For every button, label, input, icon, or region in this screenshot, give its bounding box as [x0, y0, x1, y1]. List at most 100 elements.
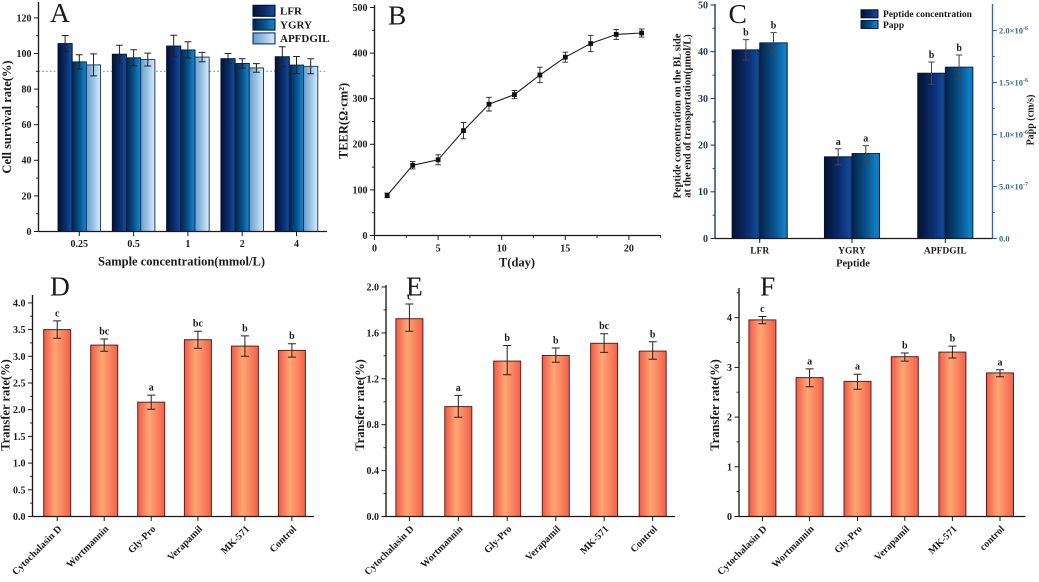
svg-text:1.5×10-6: 1.5×10-6 — [999, 78, 1028, 88]
svg-text:Peptide concentration on the B: Peptide concentration on the BL side — [672, 33, 683, 198]
svg-text:b: b — [242, 323, 248, 334]
svg-text:b: b — [950, 334, 956, 345]
svg-text:a: a — [863, 134, 868, 145]
svg-text:Peptide concentration: Peptide concentration — [883, 10, 973, 20]
svg-text:200: 200 — [353, 140, 368, 151]
svg-text:2.5: 2.5 — [13, 379, 26, 390]
svg-text:0.5: 0.5 — [13, 485, 26, 496]
svg-text:1: 1 — [185, 239, 190, 250]
svg-text:120: 120 — [17, 13, 32, 24]
svg-text:15: 15 — [560, 244, 570, 255]
svg-text:Papp (cm/s): Papp (cm/s) — [1026, 95, 1037, 146]
svg-text:T(day): T(day) — [499, 256, 535, 270]
svg-text:2.0: 2.0 — [13, 405, 26, 416]
svg-text:2: 2 — [240, 239, 245, 250]
svg-text:B: B — [388, 0, 406, 31]
svg-text:10: 10 — [698, 187, 708, 198]
svg-text:D: D — [50, 271, 70, 302]
svg-text:APFDGIL: APFDGIL — [924, 247, 967, 257]
svg-text:0: 0 — [703, 234, 708, 245]
svg-text:20: 20 — [698, 141, 708, 152]
svg-text:E: E — [406, 271, 423, 302]
svg-text:0.4: 0.4 — [367, 466, 380, 477]
svg-text:c: c — [760, 304, 765, 315]
svg-text:a: a — [807, 356, 812, 367]
svg-text:2: 2 — [727, 413, 732, 424]
svg-text:5: 5 — [436, 244, 441, 255]
svg-text:3.5: 3.5 — [13, 325, 26, 336]
svg-text:b: b — [289, 331, 295, 342]
svg-text:a: a — [998, 357, 1003, 368]
svg-text:3: 3 — [727, 363, 732, 374]
svg-text:Transfer rate(%): Transfer rate(%) — [708, 359, 722, 451]
svg-text:40: 40 — [22, 156, 32, 167]
svg-text:0.25: 0.25 — [71, 239, 89, 250]
svg-text:1.2: 1.2 — [367, 374, 380, 385]
svg-text:C: C — [729, 0, 747, 29]
svg-text:4.0: 4.0 — [13, 298, 26, 309]
svg-text:a: a — [149, 383, 154, 394]
svg-text:1.5: 1.5 — [13, 432, 26, 443]
svg-text:80: 80 — [22, 85, 32, 96]
svg-text:0: 0 — [372, 244, 377, 255]
svg-text:10: 10 — [497, 244, 507, 255]
svg-text:c: c — [407, 292, 412, 303]
svg-text:4: 4 — [294, 239, 299, 250]
svg-text:3.0: 3.0 — [13, 352, 26, 363]
svg-text:c: c — [55, 308, 60, 319]
svg-text:LFR: LFR — [750, 247, 769, 257]
svg-text:a: a — [855, 362, 860, 373]
svg-text:0.0: 0.0 — [999, 234, 1010, 244]
svg-text:40: 40 — [698, 47, 708, 58]
svg-text:b: b — [771, 21, 777, 32]
svg-text:F: F — [760, 271, 775, 302]
svg-text:2.0: 2.0 — [367, 283, 380, 294]
svg-text:YGRY: YGRY — [838, 247, 866, 257]
svg-text:b: b — [929, 50, 935, 61]
svg-text:A: A — [50, 0, 70, 28]
svg-text:60: 60 — [22, 120, 32, 131]
svg-text:20: 20 — [22, 191, 32, 202]
svg-text:a: a — [836, 137, 841, 148]
svg-text:Papp: Papp — [883, 21, 904, 31]
svg-text:APFDGIL: APFDGIL — [280, 33, 330, 45]
svg-text:2.0×10-6: 2.0×10-6 — [999, 26, 1028, 36]
svg-text:bc: bc — [193, 319, 204, 330]
svg-text:50: 50 — [698, 0, 708, 11]
svg-text:400: 400 — [353, 49, 368, 60]
svg-text:5.0×10-7: 5.0×10-7 — [999, 182, 1028, 192]
svg-text:Sample concentration(mmol/L): Sample concentration(mmol/L) — [98, 255, 265, 269]
svg-text:b: b — [504, 333, 510, 344]
svg-text:0.0: 0.0 — [367, 512, 380, 523]
svg-text:TEER(Ω·cm²): TEER(Ω·cm²) — [337, 83, 351, 159]
svg-text:Cell survival rate(%): Cell survival rate(%) — [0, 60, 14, 173]
svg-text:b: b — [650, 329, 656, 340]
svg-text:LFR: LFR — [280, 6, 303, 18]
svg-text:4: 4 — [727, 313, 732, 324]
svg-text:0: 0 — [727, 512, 732, 523]
svg-text:YGRY: YGRY — [280, 19, 312, 31]
svg-text:100: 100 — [17, 49, 32, 60]
svg-text:0: 0 — [363, 231, 368, 242]
svg-text:100: 100 — [353, 185, 368, 196]
svg-text:b: b — [956, 43, 962, 54]
svg-text:0.0: 0.0 — [13, 512, 26, 523]
svg-text:b: b — [553, 336, 559, 347]
svg-text:Transfer rate(%): Transfer rate(%) — [353, 359, 367, 451]
svg-text:1.0: 1.0 — [13, 459, 26, 470]
svg-text:0.8: 0.8 — [367, 420, 380, 431]
svg-text:at the end of transportation(μ: at the end of transportation(μmol/L) — [683, 34, 694, 198]
svg-text:Peptide: Peptide — [836, 259, 870, 270]
svg-text:300: 300 — [353, 94, 368, 105]
svg-text:0: 0 — [27, 227, 32, 238]
svg-text:1.6: 1.6 — [367, 328, 380, 339]
svg-text:500: 500 — [353, 3, 368, 14]
svg-text:b: b — [743, 28, 749, 39]
svg-text:b: b — [902, 341, 908, 352]
svg-text:20: 20 — [624, 244, 634, 255]
svg-text:1.0×10-6: 1.0×10-6 — [999, 130, 1028, 140]
svg-text:30: 30 — [698, 94, 708, 105]
svg-text:Transfer rate(%): Transfer rate(%) — [0, 359, 13, 451]
svg-text:0.5: 0.5 — [127, 239, 140, 250]
svg-text:1: 1 — [727, 462, 732, 473]
